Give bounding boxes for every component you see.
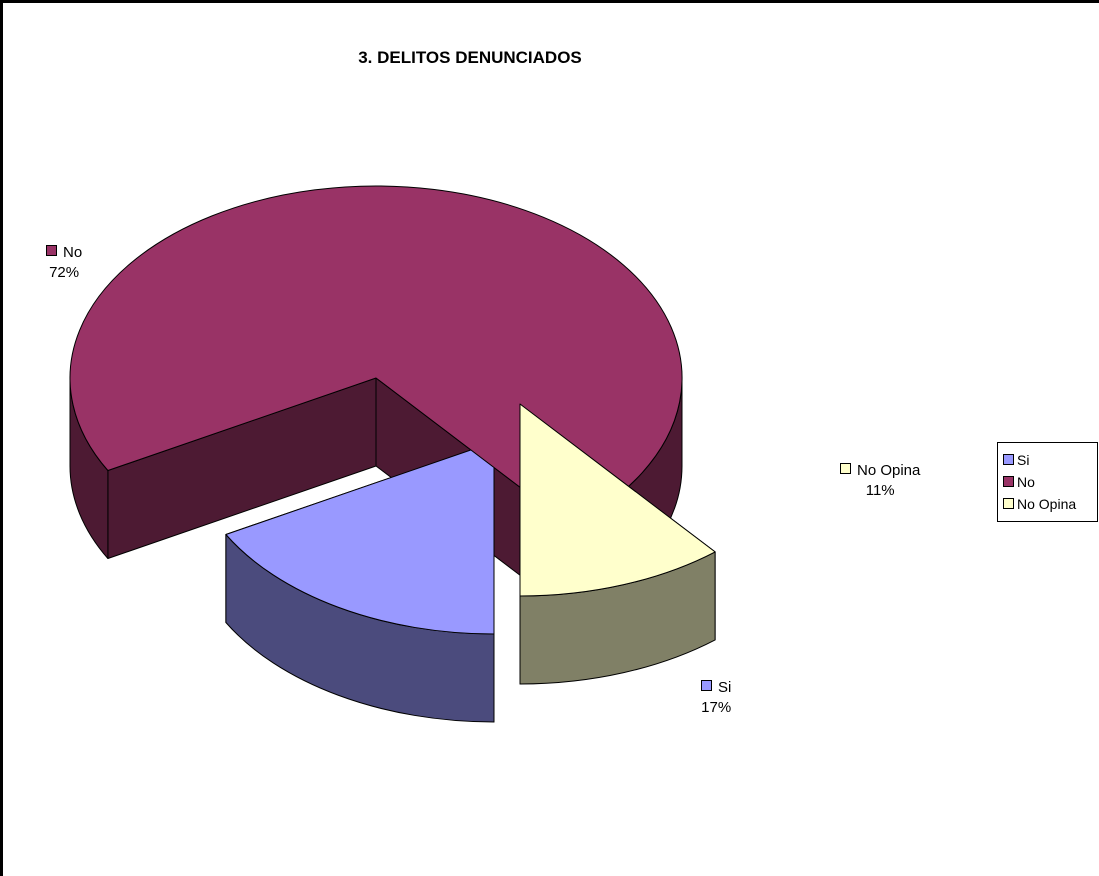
legend-swatch-no-opina xyxy=(1003,498,1014,509)
data-label-no-name: No xyxy=(63,244,83,261)
slice-no-opina xyxy=(519,403,716,597)
data-label-si-value: 17% xyxy=(701,699,732,716)
data-label-no-value: 72% xyxy=(49,264,80,281)
data-label-no-opina-value: 11% xyxy=(865,482,895,499)
data-label-no-opina: No Opina 11% xyxy=(840,461,920,501)
legend-swatch-no xyxy=(1003,476,1014,487)
legend: Si No No Opina xyxy=(997,442,1098,522)
legend-swatch-si xyxy=(1003,454,1014,465)
swatch-si xyxy=(701,680,712,691)
data-label-si: Si 17% xyxy=(701,678,731,718)
data-label-no-opina-name: No Opina xyxy=(857,462,921,479)
swatch-no xyxy=(46,245,57,256)
legend-label-si: Si xyxy=(1017,452,1030,468)
legend-label-no: No xyxy=(1017,474,1035,490)
slice-si xyxy=(225,441,495,635)
legend-item-no: No xyxy=(1003,471,1097,493)
data-label-no: No 72% xyxy=(46,243,82,283)
chart-title: 3. DELITOS DENUNCIADOS xyxy=(358,48,582,67)
swatch-no-opina xyxy=(840,463,851,474)
legend-item-si: Si xyxy=(1003,449,1097,471)
legend-item-no-opina: No Opina xyxy=(1003,493,1097,515)
data-label-si-name: Si xyxy=(718,679,732,696)
legend-label-no-opina: No Opina xyxy=(1017,496,1077,512)
